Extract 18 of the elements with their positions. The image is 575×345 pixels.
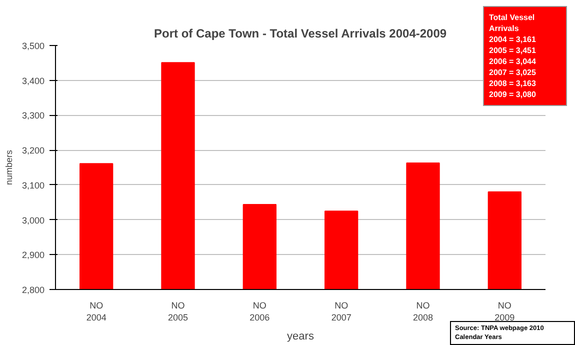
x-tick-label: NO 2004 (86, 300, 106, 322)
y-tick-label: 3,300 (22, 110, 45, 121)
chart-title: Port of Cape Town - Total Vessel Arrivals 2004-2009 (154, 26, 447, 40)
y-tick-label: 3,200 (22, 146, 45, 156)
picture-text-box: Total Vessel Arrivals 2004 = 3,161 2005 = 3,451 2006 = 3,044 2007 = 3,025 2008 = 3,163 2009 = 3,080 (483, 6, 567, 106)
y-tick-label: 3,100 (22, 180, 45, 190)
y-tick-label: 2,800 (22, 285, 45, 295)
y-tick-label: 2,900 (22, 250, 45, 260)
x-axis-title: years (287, 330, 314, 342)
x-tick-label: NO 2006 (250, 300, 270, 322)
y-tick-label: 3,500 (22, 41, 45, 51)
x-tick-label: NO 2009 (494, 300, 515, 322)
x-tick-label: NO 2005 (168, 300, 188, 322)
y-tick-label: 3,000 (22, 215, 45, 226)
y-axis-title: numbers (4, 149, 14, 186)
x-tick-label: NO 2007 (331, 300, 352, 322)
x-tick-label: NO 2008 (412, 300, 434, 322)
y-tick-label: 3,400 (22, 76, 45, 86)
